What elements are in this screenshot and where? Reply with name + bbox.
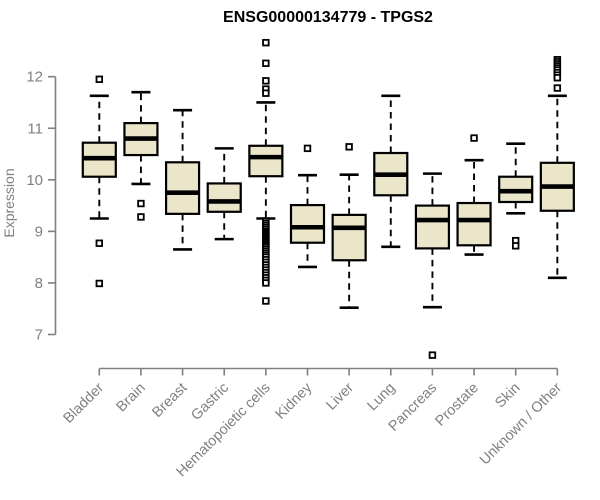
- y-tick-label: 9: [35, 223, 43, 240]
- outlier-point: [262, 297, 270, 305]
- iqr-box: [206, 182, 242, 213]
- outlier-point: [470, 134, 478, 142]
- iqr-box: [248, 144, 284, 178]
- iqr-box: [164, 161, 201, 215]
- outlier-point: [553, 84, 562, 92]
- box-unknown-other: [539, 55, 575, 280]
- outlier-point: [95, 239, 103, 247]
- box-lung: [373, 94, 409, 249]
- y-tick-label: 11: [27, 120, 43, 137]
- iqr-box: [456, 201, 492, 247]
- x-tick-label: Kidney: [273, 379, 316, 422]
- y-axis-title: Expression: [1, 168, 17, 237]
- y-tick-label: 7: [35, 327, 43, 344]
- box-kidney: [289, 144, 326, 269]
- outlier-point: [512, 242, 520, 250]
- box-skin: [498, 142, 534, 250]
- x-tick-label: Liver: [323, 380, 357, 414]
- y-tick-label: 12: [26, 69, 43, 86]
- iqr-box: [414, 204, 451, 250]
- outlier-point: [95, 279, 103, 288]
- outlier-point: [137, 199, 145, 208]
- outlier-point: [95, 75, 103, 83]
- x-tick-label: Bladder: [60, 380, 107, 427]
- outlier-point: [262, 59, 270, 67]
- x-tick-label: Skin: [492, 380, 523, 411]
- x-tick-label: Lung: [364, 380, 398, 414]
- x-tick-label: Breast: [149, 380, 190, 421]
- iqr-box: [331, 213, 367, 262]
- outlier-point: [553, 74, 562, 82]
- box-gastric: [206, 147, 242, 241]
- box-brain: [123, 90, 159, 221]
- x-tick-label: Prostate: [432, 380, 481, 429]
- x-tick-label: Brain: [114, 380, 149, 415]
- box-pancreas: [414, 172, 451, 359]
- chart-title: ENSG00000134779 - TPGS2: [223, 9, 433, 26]
- box-bladder: [81, 75, 117, 288]
- y-axis: 7 8 9 10 11 12: [26, 69, 57, 344]
- box-breast: [164, 108, 201, 251]
- iqr-box: [289, 203, 326, 244]
- box-hematopoietic-cells: [248, 38, 284, 305]
- y-tick-label: 10: [26, 172, 43, 189]
- plot-area: 7 8 9 10 11 12 Bladder Brain BreastGastricHemato…: [26, 38, 575, 480]
- box-liver: [331, 143, 367, 309]
- outlier-point: [345, 143, 353, 151]
- y-tick-label: 8: [35, 275, 43, 292]
- outlier-point: [428, 351, 437, 359]
- outlier-point: [262, 89, 270, 97]
- outlier-point: [262, 38, 270, 47]
- outlier-point: [262, 77, 270, 85]
- outlier-point: [303, 144, 312, 153]
- box-prostate: [456, 134, 492, 256]
- outlier-point: [137, 213, 145, 221]
- outlier-point: [262, 279, 270, 287]
